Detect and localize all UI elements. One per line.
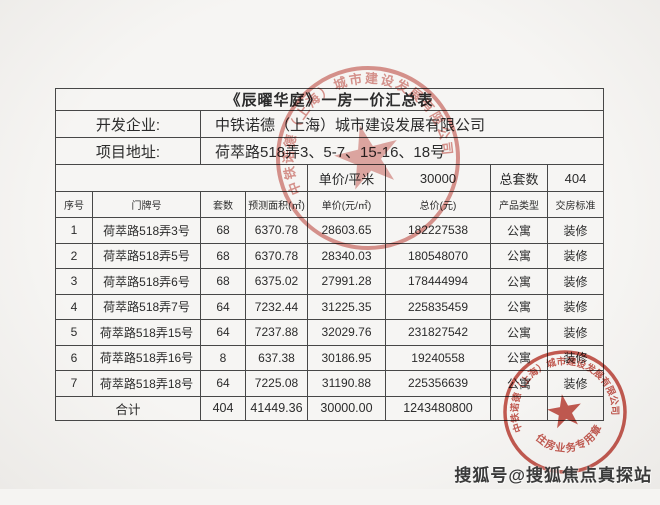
table-cell: 68 xyxy=(200,217,246,244)
price-summary-table: 《辰曜华庭》一房一价汇总表 开发企业: 中铁诺德（上海）城市建设发展有限公司 项… xyxy=(54,88,605,421)
table-cell: 公寓 xyxy=(490,242,548,269)
table-row: 7 荷萃路518弄18号 64 7225.08 31190.88 2253566… xyxy=(55,370,605,397)
table-cell: 荷萃路518弄6号 xyxy=(92,268,201,295)
table-cell: 装修 xyxy=(546,242,605,269)
total-units-label: 总套数 xyxy=(490,164,548,192)
table-cell: 64 xyxy=(200,293,246,320)
col-header-product-type: 产品类型 xyxy=(490,191,548,218)
col-header-total-price: 总价(元) xyxy=(385,191,491,218)
table-cell: 178444994 xyxy=(385,268,491,295)
table-cell: 31225.35 xyxy=(307,293,386,320)
table-cell: 7237.88 xyxy=(245,319,308,346)
table-cell: 荷萃路518弄18号 xyxy=(92,370,201,397)
table-cell: 6370.78 xyxy=(245,217,308,244)
table-cell: 1 xyxy=(55,217,93,244)
table-cell: 4 xyxy=(55,293,93,320)
table-cell: 荷萃路518弄15号 xyxy=(92,319,201,346)
unit-price-value: 30000 xyxy=(385,164,491,192)
project-address-row: 项目地址: 荷萃路518弄3、5-7、15-16、18号 xyxy=(55,137,605,165)
table-cell: 6375.02 xyxy=(245,268,308,295)
table-cell: 180548070 xyxy=(385,242,491,269)
col-header-index: 序号 xyxy=(55,191,93,218)
developer-row: 开发企业: 中铁诺德（上海）城市建设发展有限公司 xyxy=(55,110,605,138)
developer-label: 开发企业: xyxy=(55,110,201,138)
table-cell: 64 xyxy=(200,319,246,346)
summary-row: 单价/平米 30000 总套数 404 xyxy=(55,164,605,192)
table-cell: 装修 xyxy=(546,370,605,397)
table-row: 1 荷萃路518弄3号 68 6370.78 28603.65 18222753… xyxy=(55,217,605,244)
total-unit-price: 30000.00 xyxy=(307,395,386,421)
total-area: 41449.36 xyxy=(245,395,308,421)
table-row: 2 荷萃路518弄5号 68 6370.78 28340.03 18054807… xyxy=(55,242,605,269)
table-cell: 装修 xyxy=(546,344,605,371)
table-cell: 公寓 xyxy=(490,370,548,397)
table-cell: 公寓 xyxy=(490,344,548,371)
table-row: 4 荷萃路518弄7号 64 7232.44 31225.35 22583545… xyxy=(55,293,605,320)
table-cell: 装修 xyxy=(546,217,605,244)
table-cell: 公寓 xyxy=(490,293,548,320)
col-header-delivery-standard: 交房标准 xyxy=(546,191,605,218)
table-cell: 19240558 xyxy=(385,344,491,371)
table-cell: 225835459 xyxy=(385,293,491,320)
developer-value: 中铁诺德（上海）城市建设发展有限公司 xyxy=(199,110,605,138)
table-cell: 荷萃路518弄5号 xyxy=(92,242,201,269)
table-cell: 32029.76 xyxy=(307,319,386,346)
total-row: 合计 404 41449.36 30000.00 1243480800 xyxy=(55,395,605,421)
table-cell: 2 xyxy=(55,242,93,269)
table-cell: 公寓 xyxy=(490,268,548,295)
table-title: 《辰曜华庭》一房一价汇总表 xyxy=(54,88,605,111)
table-cell: 231827542 xyxy=(385,319,491,346)
project-address-value: 荷萃路518弄3、5-7、15-16、18号 xyxy=(199,137,605,165)
table-cell: 28603.65 xyxy=(307,217,386,244)
col-header-unit-price: 单价(元/㎡) xyxy=(307,191,386,218)
column-header-row: 序号 门牌号 套数 预测面积(㎡) 单价(元/㎡) 总价(元) 产品类型 交房标… xyxy=(55,191,605,218)
table-cell: 荷萃路518弄7号 xyxy=(92,293,201,320)
total-label: 合计 xyxy=(55,395,201,421)
table-cell: 6 xyxy=(55,344,93,371)
table-cell: 公寓 xyxy=(490,217,548,244)
table-cell: 7232.44 xyxy=(245,293,308,320)
table-cell: 182227538 xyxy=(385,217,491,244)
table-cell: 公寓 xyxy=(490,319,548,346)
table-cell: 7225.08 xyxy=(245,370,308,397)
table-cell: 8 xyxy=(200,344,246,371)
table-cell: 6370.78 xyxy=(245,242,308,269)
table-cell: 30186.95 xyxy=(307,344,386,371)
summary-empty-cell xyxy=(55,164,308,192)
total-empty-delivery xyxy=(546,395,605,421)
table-row: 6 荷萃路518弄16号 8 637.38 30186.95 19240558 … xyxy=(55,344,605,371)
table-cell: 28340.03 xyxy=(307,242,386,269)
table-cell: 225356639 xyxy=(385,370,491,397)
table-row: 5 荷萃路518弄15号 64 7237.88 32029.76 2318275… xyxy=(55,319,605,346)
total-empty-product-type xyxy=(490,395,548,421)
table-cell: 装修 xyxy=(546,319,605,346)
col-header-units: 套数 xyxy=(200,191,246,218)
table-cell: 68 xyxy=(200,242,246,269)
table-title-row: 《辰曜华庭》一房一价汇总表 xyxy=(54,88,605,111)
table-cell: 64 xyxy=(200,370,246,397)
project-address-label: 项目地址: xyxy=(55,137,201,165)
table-cell: 装修 xyxy=(546,293,605,320)
table-cell: 68 xyxy=(200,268,246,295)
unit-price-label: 单价/平米 xyxy=(307,164,386,192)
table-cell: 荷萃路518弄3号 xyxy=(92,217,201,244)
col-header-area: 预测面积(㎡) xyxy=(245,191,308,218)
col-header-door-number: 门牌号 xyxy=(92,191,201,218)
table-cell: 5 xyxy=(55,319,93,346)
table-cell: 装修 xyxy=(546,268,605,295)
table-cell: 31190.88 xyxy=(307,370,386,397)
table-row: 3 荷萃路518弄6号 68 6375.02 27991.28 17844499… xyxy=(55,268,605,295)
table-cell: 27991.28 xyxy=(307,268,386,295)
total-units: 404 xyxy=(200,395,246,421)
table-cell: 7 xyxy=(55,370,93,397)
table-cell: 3 xyxy=(55,268,93,295)
total-units-value: 404 xyxy=(546,164,605,192)
total-price: 1243480800 xyxy=(385,395,491,421)
table-cell: 637.38 xyxy=(245,344,308,371)
sohu-watermark: 搜狐号@搜狐焦点真探站 xyxy=(454,466,652,485)
table-cell: 荷萃路518弄16号 xyxy=(92,344,201,371)
